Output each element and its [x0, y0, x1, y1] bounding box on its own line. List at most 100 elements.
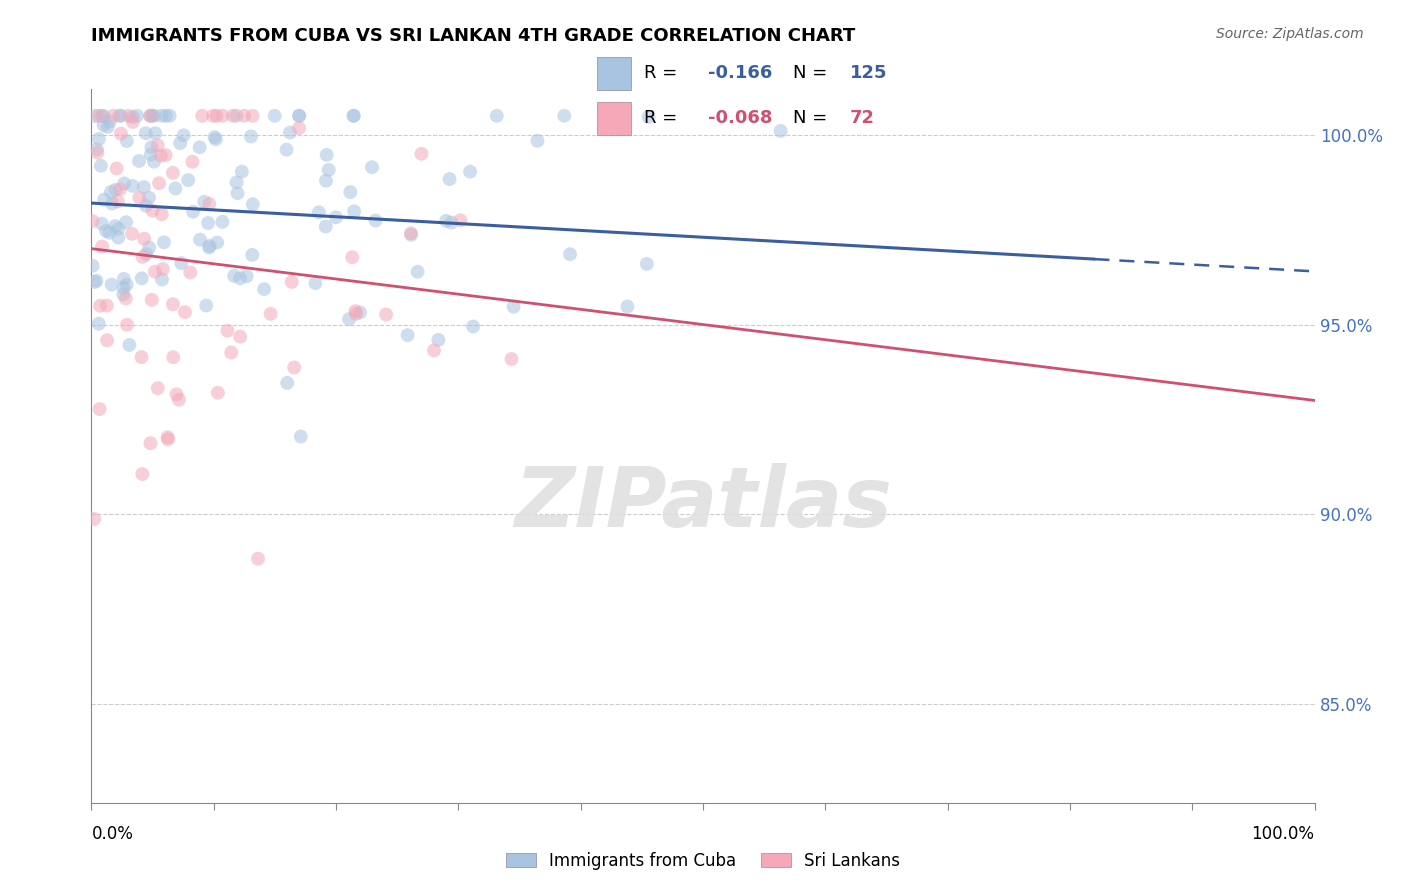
Point — [173, 128, 195, 143]
Point — [82, 259, 104, 273]
Point — [121, 110, 143, 124]
Point — [89, 402, 111, 417]
Point — [242, 197, 264, 211]
Point — [93, 118, 115, 132]
Point — [240, 248, 263, 262]
Point — [131, 467, 153, 481]
Point — [131, 271, 153, 285]
Point — [128, 191, 150, 205]
Point — [344, 307, 367, 321]
Point — [229, 271, 252, 285]
Point — [318, 162, 340, 177]
Point — [202, 109, 225, 123]
Text: Source: ZipAtlas.com: Source: ZipAtlas.com — [1216, 27, 1364, 41]
Point — [423, 343, 446, 358]
Point — [181, 154, 204, 169]
Point — [198, 240, 221, 254]
Point — [110, 109, 132, 123]
Point — [135, 126, 157, 140]
Point — [110, 127, 132, 141]
Point — [217, 324, 239, 338]
Point — [139, 147, 162, 161]
Point — [87, 132, 110, 146]
Point — [97, 120, 120, 134]
Point — [193, 194, 215, 209]
Point — [239, 129, 262, 144]
Point — [150, 109, 173, 123]
Point — [211, 215, 233, 229]
Text: N =: N = — [793, 64, 832, 82]
Point — [155, 148, 177, 162]
Point — [87, 109, 110, 123]
Point — [406, 265, 429, 279]
Text: -0.068: -0.068 — [709, 110, 773, 128]
Point — [84, 109, 107, 123]
Point — [104, 219, 127, 233]
Point — [325, 211, 347, 225]
Point — [146, 381, 169, 395]
Legend: Immigrants from Cuba, Sri Lankans: Immigrants from Cuba, Sri Lankans — [501, 847, 905, 875]
Text: R =: R = — [644, 64, 683, 82]
Point — [231, 164, 253, 178]
Point — [339, 185, 361, 199]
Point — [195, 298, 218, 312]
Point — [343, 204, 366, 219]
Point — [315, 174, 337, 188]
Bar — [598, 102, 631, 135]
Point — [225, 175, 247, 189]
Point — [207, 385, 229, 400]
Point — [361, 160, 384, 174]
Point — [188, 233, 211, 247]
Point — [82, 214, 104, 228]
Point — [152, 262, 174, 277]
Point — [87, 317, 110, 331]
Point — [100, 185, 122, 199]
Point — [458, 164, 481, 178]
Point — [107, 194, 129, 209]
Point — [205, 235, 228, 250]
Point — [101, 196, 124, 211]
Point — [139, 109, 162, 123]
Point — [107, 230, 129, 244]
Point — [90, 159, 112, 173]
Point — [337, 312, 360, 326]
Point — [259, 307, 281, 321]
Point — [162, 350, 184, 364]
Point — [449, 213, 471, 227]
Point — [108, 182, 131, 196]
Point — [96, 299, 118, 313]
Point — [343, 109, 366, 123]
Point — [125, 109, 148, 123]
Point — [364, 213, 387, 227]
Point — [278, 126, 301, 140]
Point — [188, 140, 211, 154]
Point — [156, 430, 179, 444]
Point — [315, 219, 337, 234]
Point — [112, 281, 135, 295]
Point — [83, 275, 105, 289]
Point — [91, 239, 114, 253]
Point — [143, 109, 166, 123]
Point — [89, 299, 111, 313]
Point — [141, 109, 163, 123]
Point — [118, 338, 141, 352]
Point — [143, 265, 166, 279]
Point — [288, 109, 311, 123]
Point — [165, 181, 187, 195]
Point — [349, 305, 371, 319]
Point — [167, 392, 190, 407]
Point — [90, 217, 112, 231]
Point — [233, 109, 256, 123]
Point — [150, 272, 173, 286]
Point — [276, 143, 298, 157]
Point — [226, 186, 249, 201]
Point — [142, 154, 165, 169]
Point — [229, 329, 252, 343]
Point — [103, 109, 125, 123]
Point — [219, 345, 242, 359]
Point — [427, 333, 450, 347]
Point — [148, 176, 170, 190]
Point — [86, 274, 108, 288]
Point — [115, 215, 138, 229]
Point — [121, 178, 143, 193]
